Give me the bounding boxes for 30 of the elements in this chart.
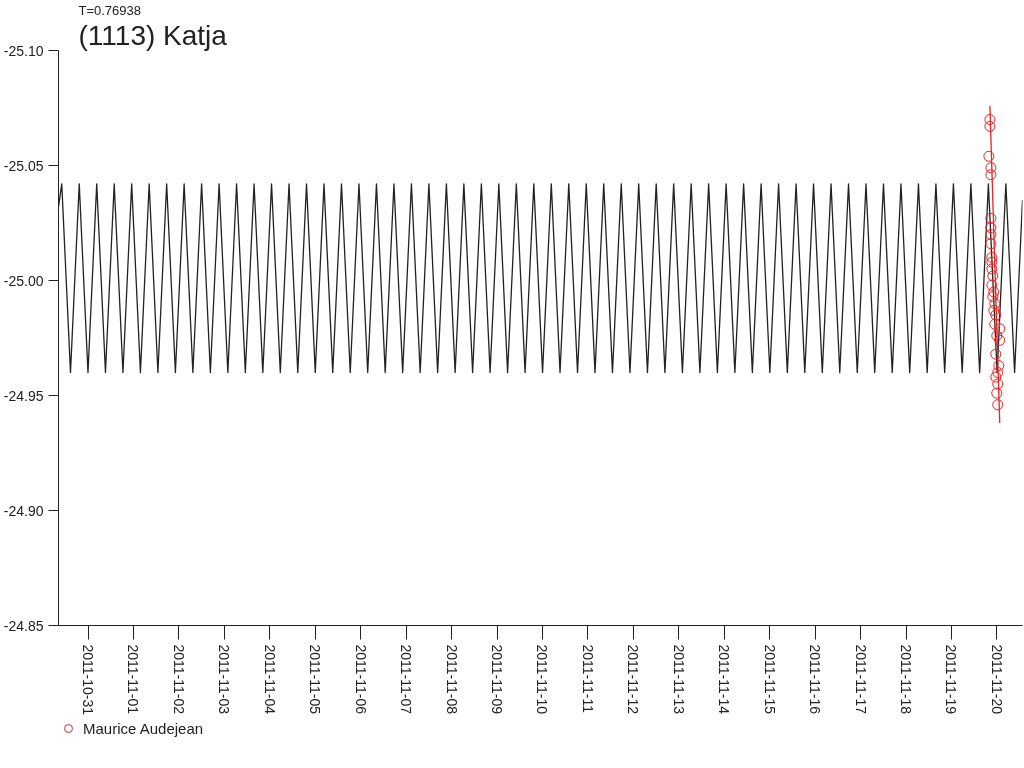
x-tick-label: 2011-11-03 (216, 644, 233, 715)
y-tick-label: -25.00 (3, 272, 44, 289)
x-tick-label: 2011-11-18 (898, 644, 915, 715)
chart-title: (1113) Katja (78, 19, 228, 51)
x-tick-label: 2011-11-10 (534, 644, 551, 715)
x-tick-label: 2011-11-02 (170, 644, 187, 715)
y-tick-label: -24.95 (3, 387, 44, 404)
x-tick-label: 2011-11-07 (398, 644, 415, 715)
x-tick-label: 2011-11-09 (489, 644, 506, 715)
x-tick-label: 2011-10-31 (80, 644, 97, 716)
x-tick-label: 2011-11-06 (352, 644, 369, 715)
chart-subtitle: T=0.76938 (78, 2, 142, 18)
y-tick-label: -24.90 (3, 502, 44, 519)
y-tick-label: -24.85 (3, 617, 44, 634)
x-tick-label: 2011-11-12 (625, 644, 642, 715)
x-tick-label: 2011-11-19 (943, 644, 960, 715)
y-tick-label: -25.10 (3, 42, 44, 59)
legend-label: Maurice Audejean (83, 719, 204, 737)
x-tick-label: 2011-11-11 (579, 644, 596, 714)
x-tick-label: 2011-11-17 (852, 644, 869, 715)
x-tick-label: 2011-11-01 (125, 644, 142, 715)
x-tick-label: 2011-11-05 (307, 644, 324, 715)
x-tick-label: 2011-11-14 (716, 644, 733, 715)
x-tick-label: 2011-11-13 (670, 644, 687, 715)
x-tick-label: 2011-11-04 (261, 644, 278, 715)
x-tick-label: 2011-11-08 (443, 644, 460, 715)
x-tick-label: 2011-11-15 (761, 644, 778, 715)
y-tick-label: -25.05 (3, 157, 44, 174)
x-tick-label: 2011-11-20 (988, 644, 1005, 715)
x-tick-label: 2011-11-16 (807, 644, 824, 715)
